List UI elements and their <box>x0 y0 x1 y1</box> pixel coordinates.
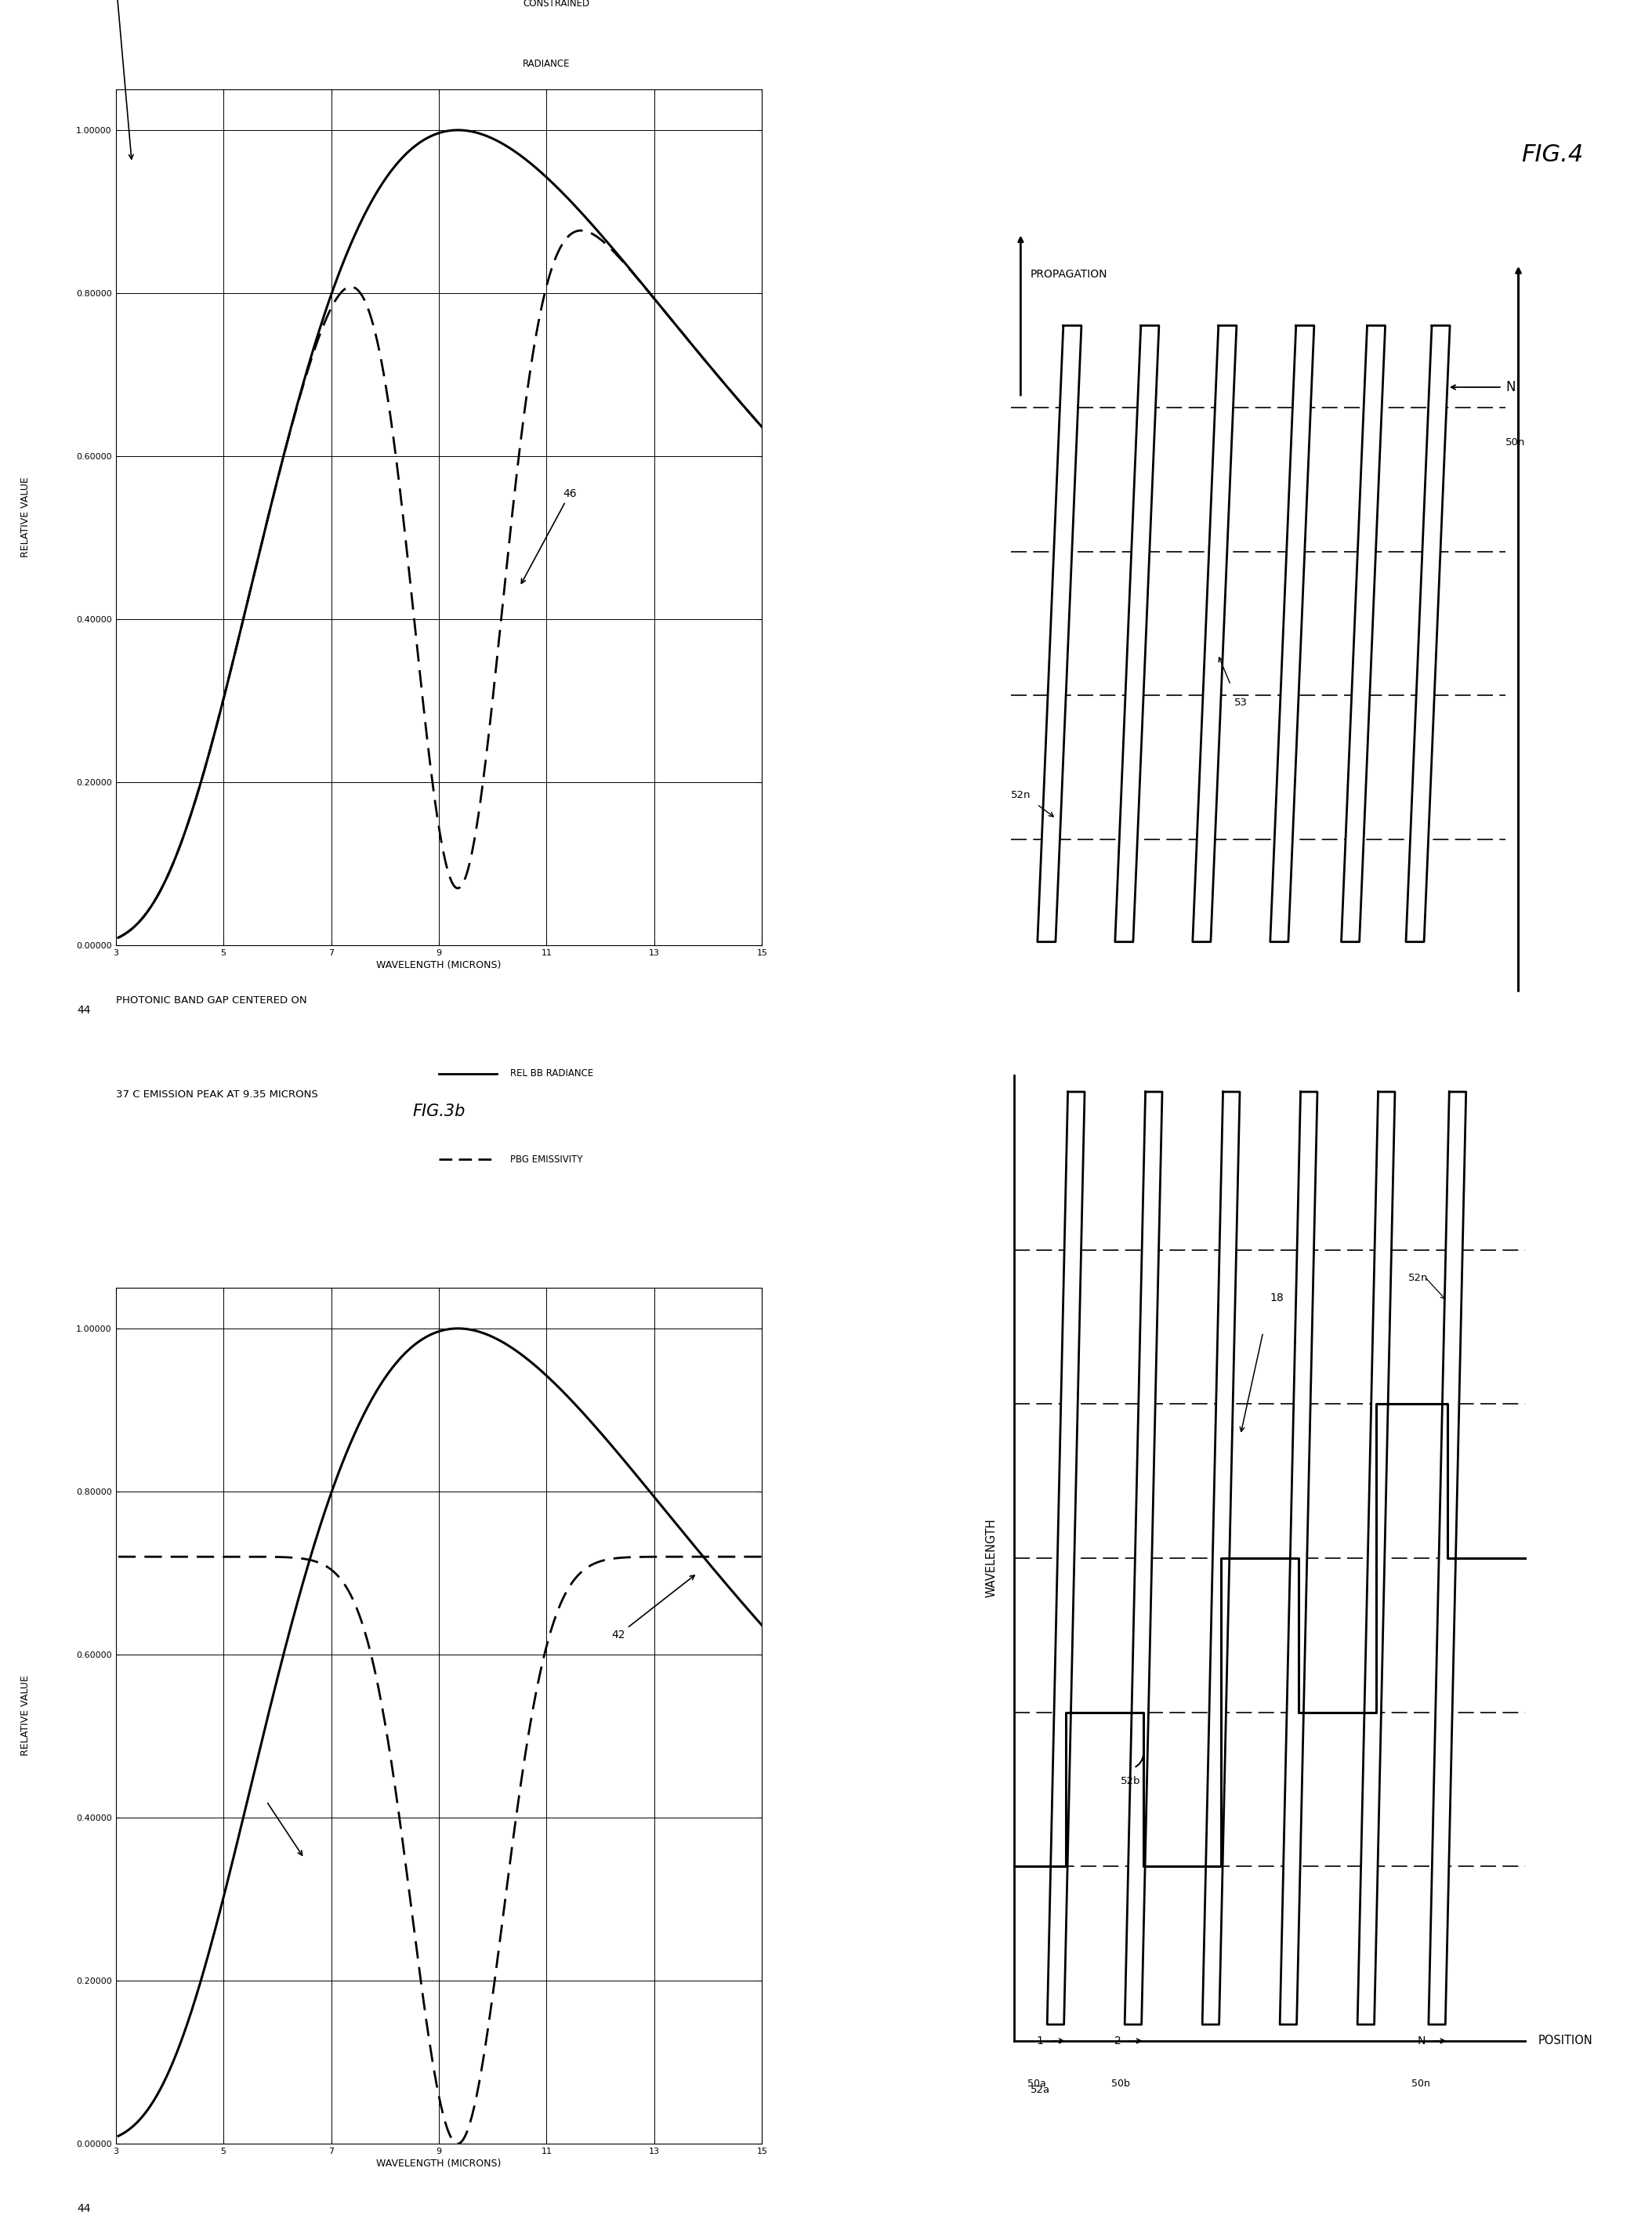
Polygon shape <box>1406 326 1450 942</box>
Text: CONSTRAINED: CONSTRAINED <box>524 0 590 9</box>
Polygon shape <box>1037 326 1082 942</box>
Text: PROPAGATION: PROPAGATION <box>1031 268 1107 279</box>
Text: N: N <box>1417 2036 1426 2045</box>
Text: POSITION: POSITION <box>1538 2034 1593 2048</box>
Polygon shape <box>1115 326 1160 942</box>
Text: 52b: 52b <box>1120 1775 1142 1786</box>
Text: 53: 53 <box>1234 697 1247 708</box>
Polygon shape <box>1280 1092 1317 2025</box>
Polygon shape <box>1203 1092 1239 2025</box>
Text: REL BB RADIANCE: REL BB RADIANCE <box>510 1070 593 1079</box>
Text: RADIANCE: RADIANCE <box>524 58 570 69</box>
Text: 52n: 52n <box>1409 1273 1429 1284</box>
X-axis label: WAVELENGTH (MICRONS): WAVELENGTH (MICRONS) <box>377 960 501 971</box>
Polygon shape <box>1358 1092 1394 2025</box>
Text: 52a: 52a <box>1031 2083 1051 2095</box>
Text: 18: 18 <box>1269 1293 1284 1304</box>
Text: RELATIVE VALUE: RELATIVE VALUE <box>20 1675 30 1755</box>
Text: N: N <box>1505 380 1515 395</box>
Text: 44: 44 <box>78 2204 91 2215</box>
Text: WAVELENGTH: WAVELENGTH <box>986 1518 998 1597</box>
Text: PHOTONIC BAND GAP CENTERED ON: PHOTONIC BAND GAP CENTERED ON <box>116 996 307 1005</box>
Text: 42: 42 <box>611 1574 694 1641</box>
Text: FIG.3b: FIG.3b <box>413 1103 466 1119</box>
Text: FIG.4: FIG.4 <box>1521 143 1583 165</box>
Text: 50b: 50b <box>1112 2079 1130 2088</box>
Text: 52n: 52n <box>1011 790 1031 799</box>
Text: 1: 1 <box>1036 2036 1044 2045</box>
Text: RELATIVE VALUE: RELATIVE VALUE <box>20 478 30 558</box>
Text: 50n: 50n <box>1412 2079 1431 2088</box>
Text: 48: 48 <box>89 0 134 159</box>
Polygon shape <box>1125 1092 1163 2025</box>
X-axis label: WAVELENGTH (MICRONS): WAVELENGTH (MICRONS) <box>377 2159 501 2168</box>
Text: 50n: 50n <box>1505 438 1525 449</box>
Polygon shape <box>1193 326 1237 942</box>
Text: 37 C EMISSION PEAK AT 9.35 MICRONS: 37 C EMISSION PEAK AT 9.35 MICRONS <box>116 1090 317 1099</box>
Text: 2: 2 <box>1113 2036 1122 2045</box>
Text: 46: 46 <box>522 489 577 583</box>
Polygon shape <box>1270 326 1313 942</box>
Text: PBG EMISSIVITY: PBG EMISSIVITY <box>510 1154 583 1163</box>
Polygon shape <box>1429 1092 1465 2025</box>
Text: 44: 44 <box>78 1005 91 1016</box>
Polygon shape <box>1047 1092 1085 2025</box>
Polygon shape <box>1341 326 1386 942</box>
Text: 50a: 50a <box>1028 2079 1046 2088</box>
